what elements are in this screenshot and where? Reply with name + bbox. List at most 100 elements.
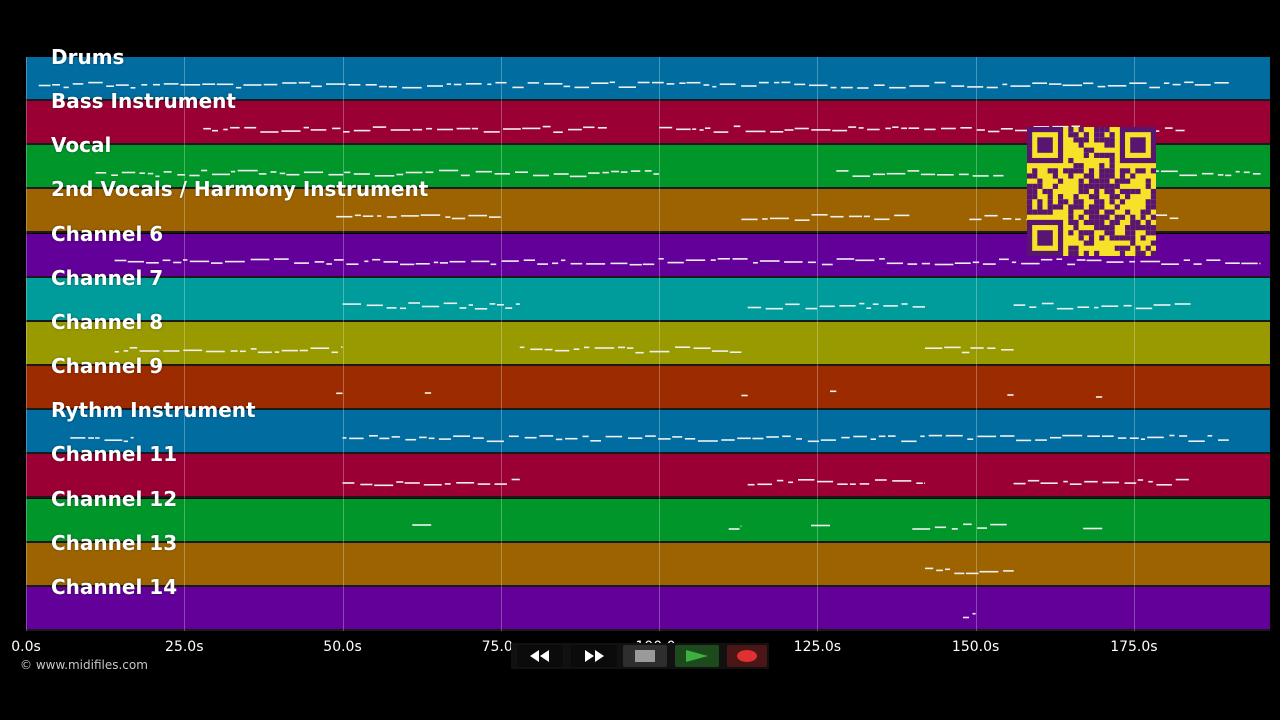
record-button[interactable] — [727, 645, 767, 667]
stop-button[interactable] — [623, 645, 667, 667]
note — [1140, 438, 1145, 440]
note — [924, 128, 936, 131]
note — [346, 263, 359, 265]
note — [885, 127, 891, 130]
note — [710, 259, 716, 261]
track-lane — [26, 410, 1270, 455]
note — [732, 258, 748, 260]
note — [263, 83, 278, 86]
note — [988, 130, 1000, 133]
note — [1016, 439, 1032, 442]
note — [972, 261, 980, 264]
track-label: Channel 9 — [51, 354, 164, 379]
tick-label: 125.0s — [793, 639, 842, 655]
note — [737, 437, 751, 440]
tick-label: 0.0s — [11, 639, 41, 655]
note — [189, 174, 200, 177]
note — [692, 128, 697, 130]
note — [299, 349, 308, 352]
note — [1179, 174, 1197, 177]
note — [349, 437, 364, 440]
note — [343, 131, 350, 133]
note — [404, 482, 420, 484]
note — [240, 350, 246, 353]
track-label: Rythm Instrument — [51, 398, 256, 423]
note — [907, 170, 920, 172]
note — [1021, 262, 1040, 265]
note — [201, 169, 208, 172]
note — [583, 126, 595, 129]
note — [1083, 82, 1094, 85]
note — [468, 304, 473, 306]
record-icon — [737, 650, 757, 662]
note — [1169, 434, 1175, 437]
note — [362, 215, 374, 217]
note — [1001, 349, 1014, 351]
note — [972, 612, 976, 615]
play-button[interactable] — [675, 645, 719, 667]
note — [515, 303, 520, 305]
rewind-icon — [530, 650, 549, 662]
note — [495, 81, 507, 84]
note — [741, 85, 757, 87]
note — [1129, 82, 1147, 84]
note — [848, 126, 857, 128]
note — [1033, 126, 1050, 128]
note — [675, 346, 691, 348]
note — [653, 173, 659, 175]
track-label: Bass Instrument — [51, 89, 236, 114]
note — [1071, 125, 1080, 128]
note — [456, 482, 475, 484]
note — [552, 262, 559, 265]
tick-label: 75.0s — [481, 639, 521, 655]
fast-forward-button[interactable] — [571, 645, 617, 667]
note — [770, 131, 784, 133]
note — [336, 392, 343, 395]
note — [770, 217, 789, 220]
note — [379, 437, 390, 440]
note — [1015, 129, 1032, 132]
note — [523, 259, 535, 261]
note — [230, 350, 238, 352]
note — [745, 130, 766, 133]
note — [901, 127, 907, 130]
note — [1117, 437, 1127, 439]
note — [886, 262, 903, 265]
note — [146, 262, 159, 264]
qr-code[interactable] — [1027, 127, 1156, 256]
note — [237, 169, 258, 172]
note — [1129, 437, 1139, 439]
note — [451, 217, 466, 220]
note — [591, 82, 609, 84]
note — [972, 175, 989, 177]
note — [830, 390, 837, 393]
note — [629, 263, 642, 266]
note — [1129, 260, 1135, 263]
tick-label: 50.0s — [323, 639, 362, 655]
note — [1077, 306, 1090, 308]
note — [873, 84, 885, 86]
note — [870, 438, 876, 440]
note — [286, 173, 300, 176]
note — [611, 170, 619, 173]
note — [270, 171, 277, 173]
note — [183, 259, 188, 261]
note — [817, 480, 834, 483]
note — [494, 173, 510, 175]
note — [211, 262, 223, 264]
gridline — [1133, 57, 1135, 631]
note — [1067, 263, 1076, 266]
note — [38, 84, 51, 87]
note — [618, 86, 636, 88]
note — [420, 214, 441, 216]
note — [1076, 259, 1086, 261]
note — [471, 260, 490, 263]
note — [121, 171, 136, 174]
note — [798, 479, 815, 481]
rewind-button[interactable] — [517, 645, 563, 667]
note — [490, 263, 497, 266]
note — [912, 528, 931, 530]
note — [114, 259, 127, 262]
tick-label: 25.0s — [165, 639, 204, 655]
note — [537, 263, 548, 265]
